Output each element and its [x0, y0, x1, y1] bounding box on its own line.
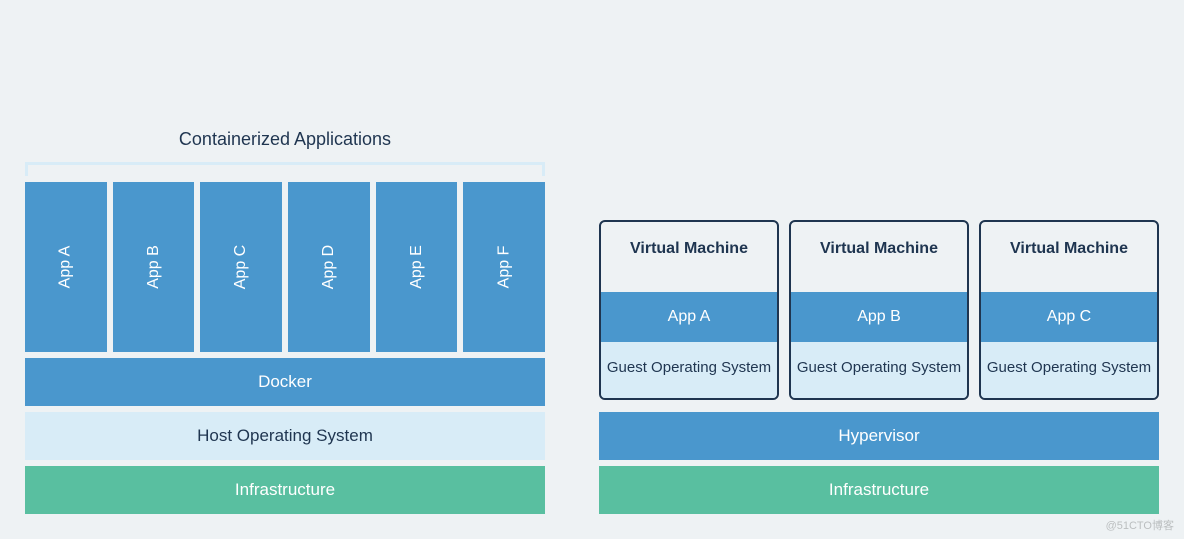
app-box: App F	[463, 182, 545, 352]
docker-layer: Docker	[25, 358, 545, 406]
vm-stack: Virtual Machine App A Guest Operating Sy…	[599, 45, 1159, 514]
containers-title: Containerized Applications	[25, 129, 545, 150]
vm-title: Virtual Machine	[601, 222, 777, 292]
app-box: App C	[200, 182, 282, 352]
watermark-text: @51CTO博客	[1106, 517, 1174, 533]
host-os-layer: Host Operating System	[25, 412, 545, 460]
app-label: App F	[495, 246, 513, 289]
hypervisor-layer: Hypervisor	[599, 412, 1159, 460]
vm-box: Virtual Machine App B Guest Operating Sy…	[789, 220, 969, 400]
vm-box: Virtual Machine App A Guest Operating Sy…	[599, 220, 779, 400]
vms-row: Virtual Machine App A Guest Operating Sy…	[599, 220, 1159, 400]
app-box: App E	[376, 182, 458, 352]
vm-title: Virtual Machine	[791, 222, 967, 292]
bracket-decoration	[25, 162, 545, 176]
app-label: App E	[408, 245, 426, 289]
vm-app-layer: App B	[791, 292, 967, 342]
app-box: App B	[113, 182, 195, 352]
vm-app-layer: App A	[601, 292, 777, 342]
vm-guest-layer: Guest Operating System	[981, 342, 1157, 398]
vm-app-layer: App C	[981, 292, 1157, 342]
app-label: App B	[145, 245, 163, 289]
infra-layer: Infrastructure	[25, 466, 545, 514]
app-label: App C	[232, 245, 250, 289]
vm-box: Virtual Machine App C Guest Operating Sy…	[979, 220, 1159, 400]
app-box: App A	[25, 182, 107, 352]
app-box: App D	[288, 182, 370, 352]
containers-stack: Containerized Applications App A App B A…	[25, 45, 545, 514]
app-label: App A	[57, 246, 75, 289]
vm-title: Virtual Machine	[981, 222, 1157, 292]
app-label: App D	[320, 245, 338, 289]
vm-guest-layer: Guest Operating System	[791, 342, 967, 398]
apps-row: App A App B App C App D App E App F	[25, 182, 545, 352]
vm-guest-layer: Guest Operating System	[601, 342, 777, 398]
infra-layer: Infrastructure	[599, 466, 1159, 514]
